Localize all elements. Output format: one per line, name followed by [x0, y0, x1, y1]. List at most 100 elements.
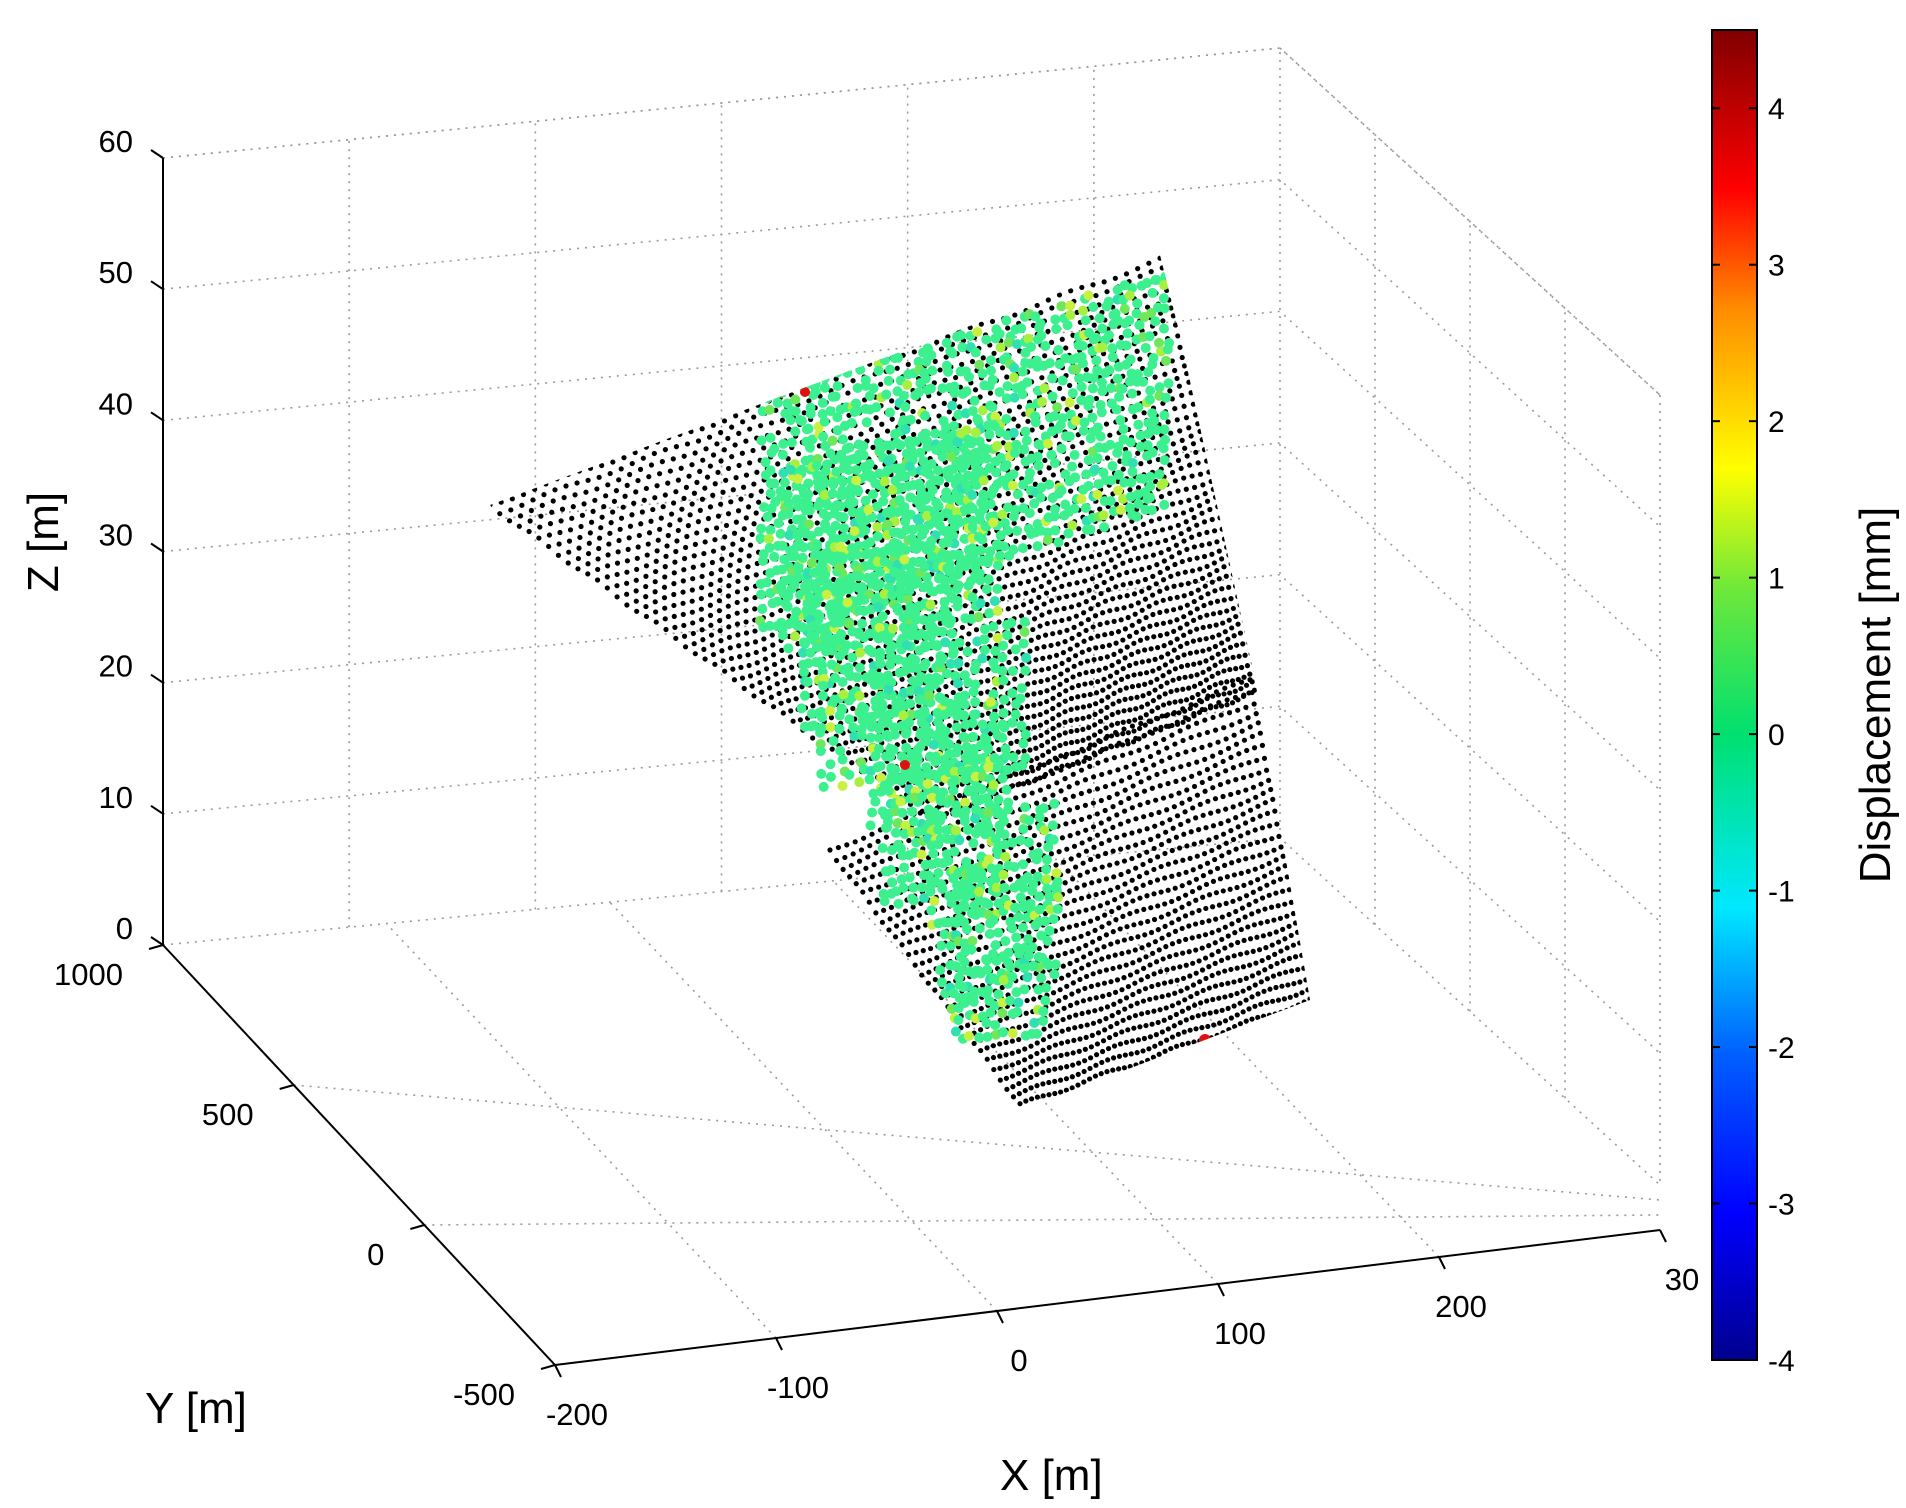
scan-point [1275, 939, 1282, 945]
scan-point [1133, 842, 1139, 848]
scan-point [1216, 700, 1222, 706]
scan-point [1122, 655, 1128, 661]
scan-point [1244, 950, 1250, 956]
scan-point [1170, 534, 1176, 541]
scan-point [1024, 997, 1030, 1004]
scan-point [652, 599, 658, 605]
scan-point [1074, 885, 1080, 891]
scan-point [1052, 1078, 1058, 1084]
scan-point [1009, 1073, 1016, 1079]
displacement-point [1144, 394, 1155, 405]
scan-point [1083, 627, 1089, 634]
scan-point [671, 602, 677, 609]
scan-point [1222, 968, 1228, 974]
scan-point [1167, 619, 1173, 625]
displacement-point [1037, 396, 1048, 407]
scan-point [1216, 548, 1222, 554]
displacement-point [838, 512, 849, 523]
scan-point [745, 652, 751, 658]
scan-point [1235, 824, 1241, 830]
scan-point [1141, 814, 1147, 820]
scan-point [1093, 701, 1099, 707]
displacement-point [1067, 388, 1078, 399]
scan-point [1213, 890, 1220, 896]
scan-point [1087, 691, 1093, 698]
scan-point [1102, 1027, 1108, 1033]
scan-point [1224, 874, 1230, 880]
scan-point [1120, 731, 1126, 737]
scan-point [1060, 553, 1066, 559]
scan-point [1181, 614, 1187, 620]
displacement-point [1083, 290, 1094, 301]
scan-point [1170, 965, 1176, 971]
scan-point [1205, 1023, 1211, 1030]
scan-point [1056, 702, 1062, 708]
scan-point [1228, 1015, 1234, 1021]
scan-point [895, 912, 901, 918]
scan-point [725, 603, 731, 609]
scan-point [1036, 945, 1042, 952]
scan-point [1073, 557, 1079, 563]
scan-point [892, 618, 898, 625]
scan-point [1197, 979, 1203, 985]
scan-point [1274, 960, 1280, 967]
scan-point [1074, 642, 1080, 648]
scan-point [1034, 1094, 1040, 1100]
displacement-point [1111, 404, 1122, 415]
scan-point [1058, 1040, 1065, 1046]
scan-point [677, 517, 683, 523]
scan-point [990, 1043, 996, 1049]
displacement-point [1055, 420, 1066, 431]
scan-point [520, 491, 527, 498]
scan-point [1088, 983, 1095, 989]
scan-point [1040, 1069, 1046, 1075]
scan-point [1050, 792, 1056, 798]
scan-point [997, 1041, 1003, 1047]
scan-point [768, 694, 775, 700]
scan-point [1113, 729, 1119, 736]
scan-point [1220, 793, 1226, 800]
scan-point [1016, 1091, 1022, 1097]
scan-point [973, 627, 980, 633]
scan-point [1163, 944, 1169, 950]
scan-point [1218, 957, 1225, 963]
displacement-point [1071, 415, 1082, 426]
scan-point [1159, 527, 1166, 533]
scan-point [654, 483, 660, 489]
scan-point [1068, 739, 1075, 746]
displacement-point [955, 330, 966, 341]
displacement-point [1112, 373, 1123, 384]
scan-point [1237, 896, 1243, 902]
scan-point [1130, 991, 1136, 998]
scan-point [1177, 964, 1183, 970]
scan-point [1007, 730, 1013, 736]
scan-point [1138, 461, 1144, 467]
displacement-point [1077, 305, 1088, 316]
scan-point [1139, 1011, 1145, 1017]
scan-point [1162, 1048, 1168, 1054]
displacement-point [1133, 419, 1144, 430]
scan-point [747, 426, 753, 432]
scan-point [1080, 737, 1086, 743]
scan-point [1161, 1017, 1167, 1023]
scan-point [1152, 687, 1158, 693]
scan-point [906, 951, 912, 958]
scan-point [1239, 679, 1245, 685]
scan-point [1199, 1025, 1205, 1031]
scan-point [1172, 512, 1179, 518]
scan-point [1177, 1020, 1183, 1026]
scan-point [1217, 876, 1224, 882]
scan-point [1031, 616, 1038, 622]
scan-point [1178, 465, 1184, 471]
scan-point [1118, 846, 1124, 852]
scan-point [702, 656, 708, 662]
scan-point [953, 374, 959, 381]
displacement-point [898, 390, 909, 401]
scan-point [901, 919, 907, 925]
scan-point [1139, 543, 1145, 549]
scan-point [1115, 884, 1121, 890]
scan-point [610, 459, 616, 465]
scan-point [1211, 528, 1218, 534]
scan-point [1023, 1098, 1029, 1104]
scan-point [1200, 987, 1206, 994]
